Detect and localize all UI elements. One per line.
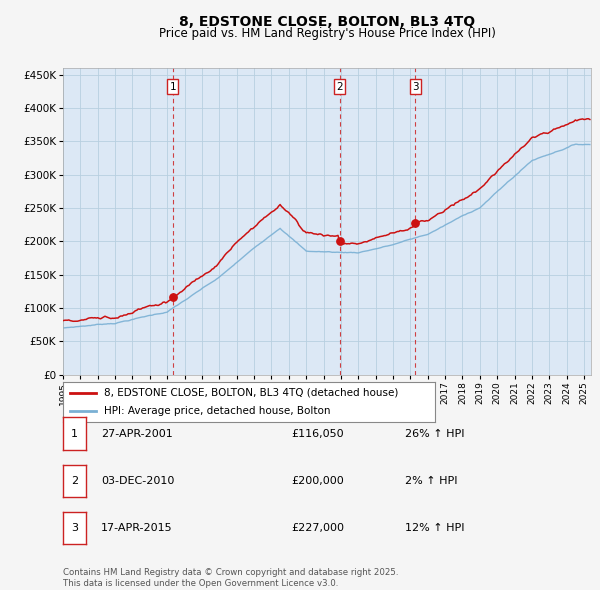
Text: 1: 1 xyxy=(71,429,78,438)
Point xyxy=(410,218,420,228)
Text: 03-DEC-2010: 03-DEC-2010 xyxy=(101,476,174,486)
Text: This data is licensed under the Open Government Licence v3.0.: This data is licensed under the Open Gov… xyxy=(63,579,338,588)
Text: 27-APR-2001: 27-APR-2001 xyxy=(101,429,173,438)
Text: 1: 1 xyxy=(169,81,176,91)
Text: 3: 3 xyxy=(412,81,419,91)
Text: 3: 3 xyxy=(71,523,78,533)
Text: HPI: Average price, detached house, Bolton: HPI: Average price, detached house, Bolt… xyxy=(104,406,331,416)
Text: Price paid vs. HM Land Registry's House Price Index (HPI): Price paid vs. HM Land Registry's House … xyxy=(158,27,496,40)
Text: 17-APR-2015: 17-APR-2015 xyxy=(101,523,172,533)
Text: £227,000: £227,000 xyxy=(291,523,344,533)
Text: 8, EDSTONE CLOSE, BOLTON, BL3 4TQ (detached house): 8, EDSTONE CLOSE, BOLTON, BL3 4TQ (detac… xyxy=(104,388,398,398)
Text: £116,050: £116,050 xyxy=(291,429,344,438)
Text: Contains HM Land Registry data © Crown copyright and database right 2025.: Contains HM Land Registry data © Crown c… xyxy=(63,568,398,576)
Point xyxy=(168,293,178,302)
Text: 12% ↑ HPI: 12% ↑ HPI xyxy=(405,523,464,533)
Text: 2: 2 xyxy=(71,476,78,486)
Text: £200,000: £200,000 xyxy=(291,476,344,486)
Text: 2% ↑ HPI: 2% ↑ HPI xyxy=(405,476,457,486)
Point xyxy=(335,237,344,246)
Text: 8, EDSTONE CLOSE, BOLTON, BL3 4TQ: 8, EDSTONE CLOSE, BOLTON, BL3 4TQ xyxy=(179,15,475,29)
Text: 2: 2 xyxy=(336,81,343,91)
Text: 26% ↑ HPI: 26% ↑ HPI xyxy=(405,429,464,438)
